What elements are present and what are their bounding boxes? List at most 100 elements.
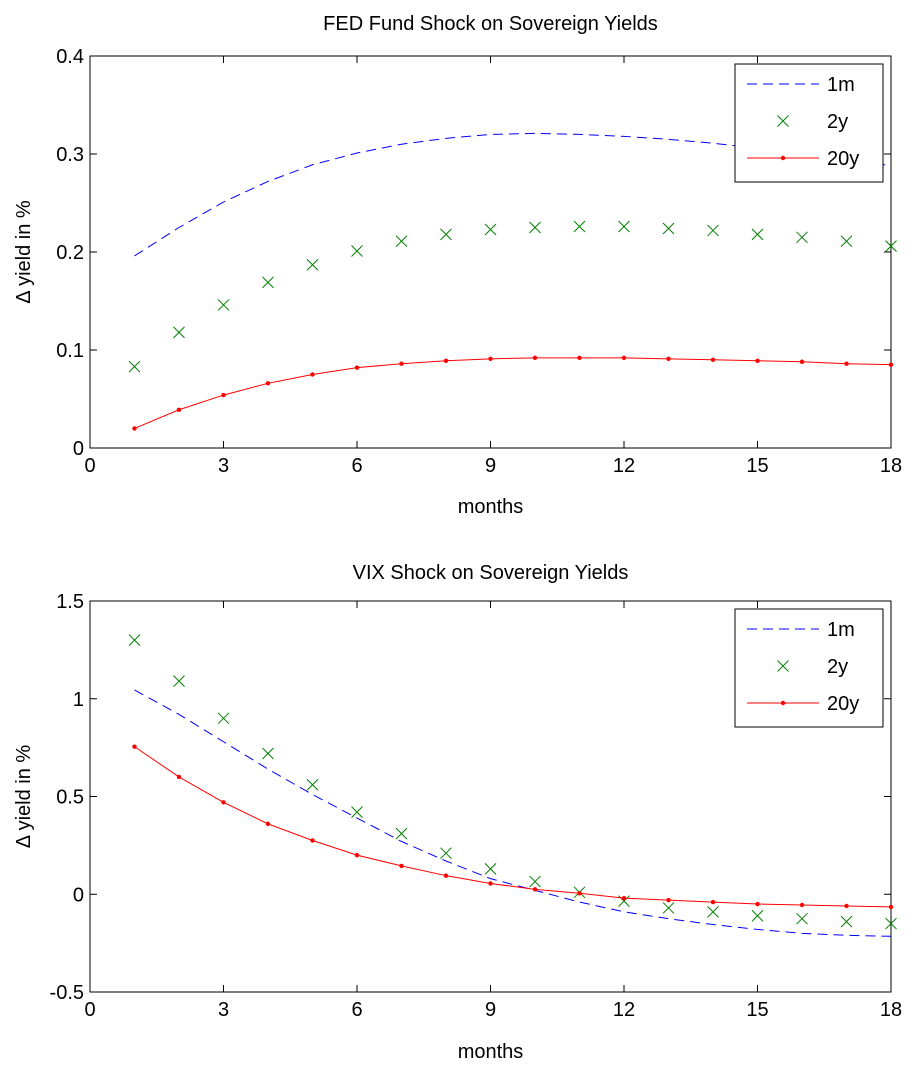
legend-box (734, 63, 884, 183)
chart-panel-1: FED Fund Shock on Sovereign Yields months… (13, 13, 902, 518)
legend-marker-2y (777, 115, 789, 127)
data-point-20y (488, 356, 493, 362)
data-point-20y (132, 744, 137, 749)
data-point-2y (618, 220, 630, 233)
legend: 1m 2y 20y (734, 63, 884, 183)
data-point-2y (262, 747, 274, 760)
data-point-2y (440, 228, 452, 241)
x-tick-label: 15 (746, 455, 768, 477)
data-point-2y (840, 915, 853, 928)
series-20y (132, 744, 894, 910)
series-1m (134, 689, 892, 937)
series-20y (132, 355, 894, 431)
data-point-2y (306, 258, 319, 271)
x-tick-label: 6 (351, 455, 362, 477)
legend-marker-2y (777, 660, 789, 672)
data-point-20y (310, 838, 315, 843)
legend-box (734, 608, 884, 728)
data-point-20y (755, 901, 760, 907)
data-point-2y (885, 240, 897, 252)
legend-label-2y: 2y (827, 111, 848, 133)
series-line-20y (134, 357, 892, 429)
data-point-20y (443, 358, 449, 363)
x-tick-label: 3 (218, 455, 229, 477)
data-point-2y (306, 778, 319, 791)
series-line-20y (134, 746, 892, 908)
data-point-20y (888, 904, 894, 910)
data-point-20y (399, 863, 404, 869)
data-point-2y (395, 235, 408, 248)
x-axis-label: months (458, 1041, 524, 1063)
data-point-2y (128, 360, 141, 373)
x-tick-label: 6 (351, 999, 362, 1021)
legend-marker-20y (780, 700, 786, 706)
data-point-2y (351, 245, 363, 257)
data-point-2y (662, 902, 675, 914)
x-tick-label: 9 (485, 455, 496, 477)
data-point-2y (440, 847, 452, 860)
chart-title: FED Fund Shock on Sovereign Yields (323, 13, 658, 35)
data-point-2y (707, 224, 719, 237)
data-point-20y (621, 355, 627, 361)
data-point-2y (885, 917, 897, 930)
data-point-20y (844, 903, 849, 909)
legend: 1m 2y 20y (734, 608, 884, 728)
data-point-2y (217, 299, 230, 311)
data-point-20y (221, 800, 226, 805)
x-tick-label: 12 (613, 999, 635, 1021)
legend-label-1m: 1m (827, 619, 855, 641)
data-point-20y (710, 899, 716, 905)
data-point-20y (488, 881, 493, 886)
data-point-2y (751, 228, 764, 241)
data-point-2y (484, 223, 497, 236)
data-point-20y (265, 821, 271, 827)
legend-label-1m: 1m (827, 74, 855, 96)
x-tick-label: 18 (880, 999, 902, 1021)
data-point-2y (217, 712, 230, 725)
data-point-20y (354, 365, 360, 370)
x-axis-label: months (458, 496, 524, 518)
y-tick-label: -0.5 (50, 982, 84, 1004)
y-tick-label: 0.1 (56, 340, 84, 362)
data-point-20y (443, 873, 449, 878)
x-tick-label: 18 (880, 455, 902, 477)
data-point-20y (176, 407, 182, 412)
x-tick-label: 0 (84, 455, 95, 477)
data-point-20y (799, 902, 805, 908)
data-point-20y (132, 426, 137, 431)
data-point-2y (173, 326, 185, 339)
data-point-2y (796, 231, 808, 244)
data-point-2y (484, 862, 497, 875)
y-tick-label: 0 (73, 438, 84, 460)
data-point-2y (751, 909, 764, 922)
data-point-20y (755, 358, 760, 363)
data-point-20y (666, 897, 671, 903)
y-tick-label: 0 (73, 884, 84, 906)
data-point-20y (265, 381, 271, 386)
data-point-20y (666, 356, 671, 362)
chart-title: VIX Shock on Sovereign Yields (353, 562, 629, 584)
data-point-20y (354, 852, 360, 858)
data-point-20y (532, 355, 538, 361)
data-point-20y (577, 891, 582, 896)
x-tick-label: 12 (613, 455, 635, 477)
y-tick-label: 0.2 (56, 242, 84, 264)
data-point-20y (221, 392, 226, 398)
data-point-2y (173, 675, 185, 688)
y-tick-label: 0.4 (56, 46, 84, 68)
data-point-2y (395, 827, 408, 840)
legend-label-2y: 2y (827, 656, 848, 678)
series-line-1m (134, 689, 892, 937)
x-tick-label: 3 (218, 999, 229, 1021)
y-tick-label: 1.5 (56, 591, 84, 613)
data-point-20y (532, 887, 538, 892)
legend-label-20y: 20y (827, 693, 859, 715)
data-point-20y (888, 362, 894, 367)
x-tick-label: 0 (84, 999, 95, 1021)
data-point-2y (662, 222, 675, 235)
chart-panel-2: VIX Shock on Sovereign Yields months Δ yie… (13, 562, 902, 1063)
data-point-2y (128, 634, 141, 646)
data-point-20y (577, 355, 582, 361)
data-point-2y (351, 806, 363, 818)
